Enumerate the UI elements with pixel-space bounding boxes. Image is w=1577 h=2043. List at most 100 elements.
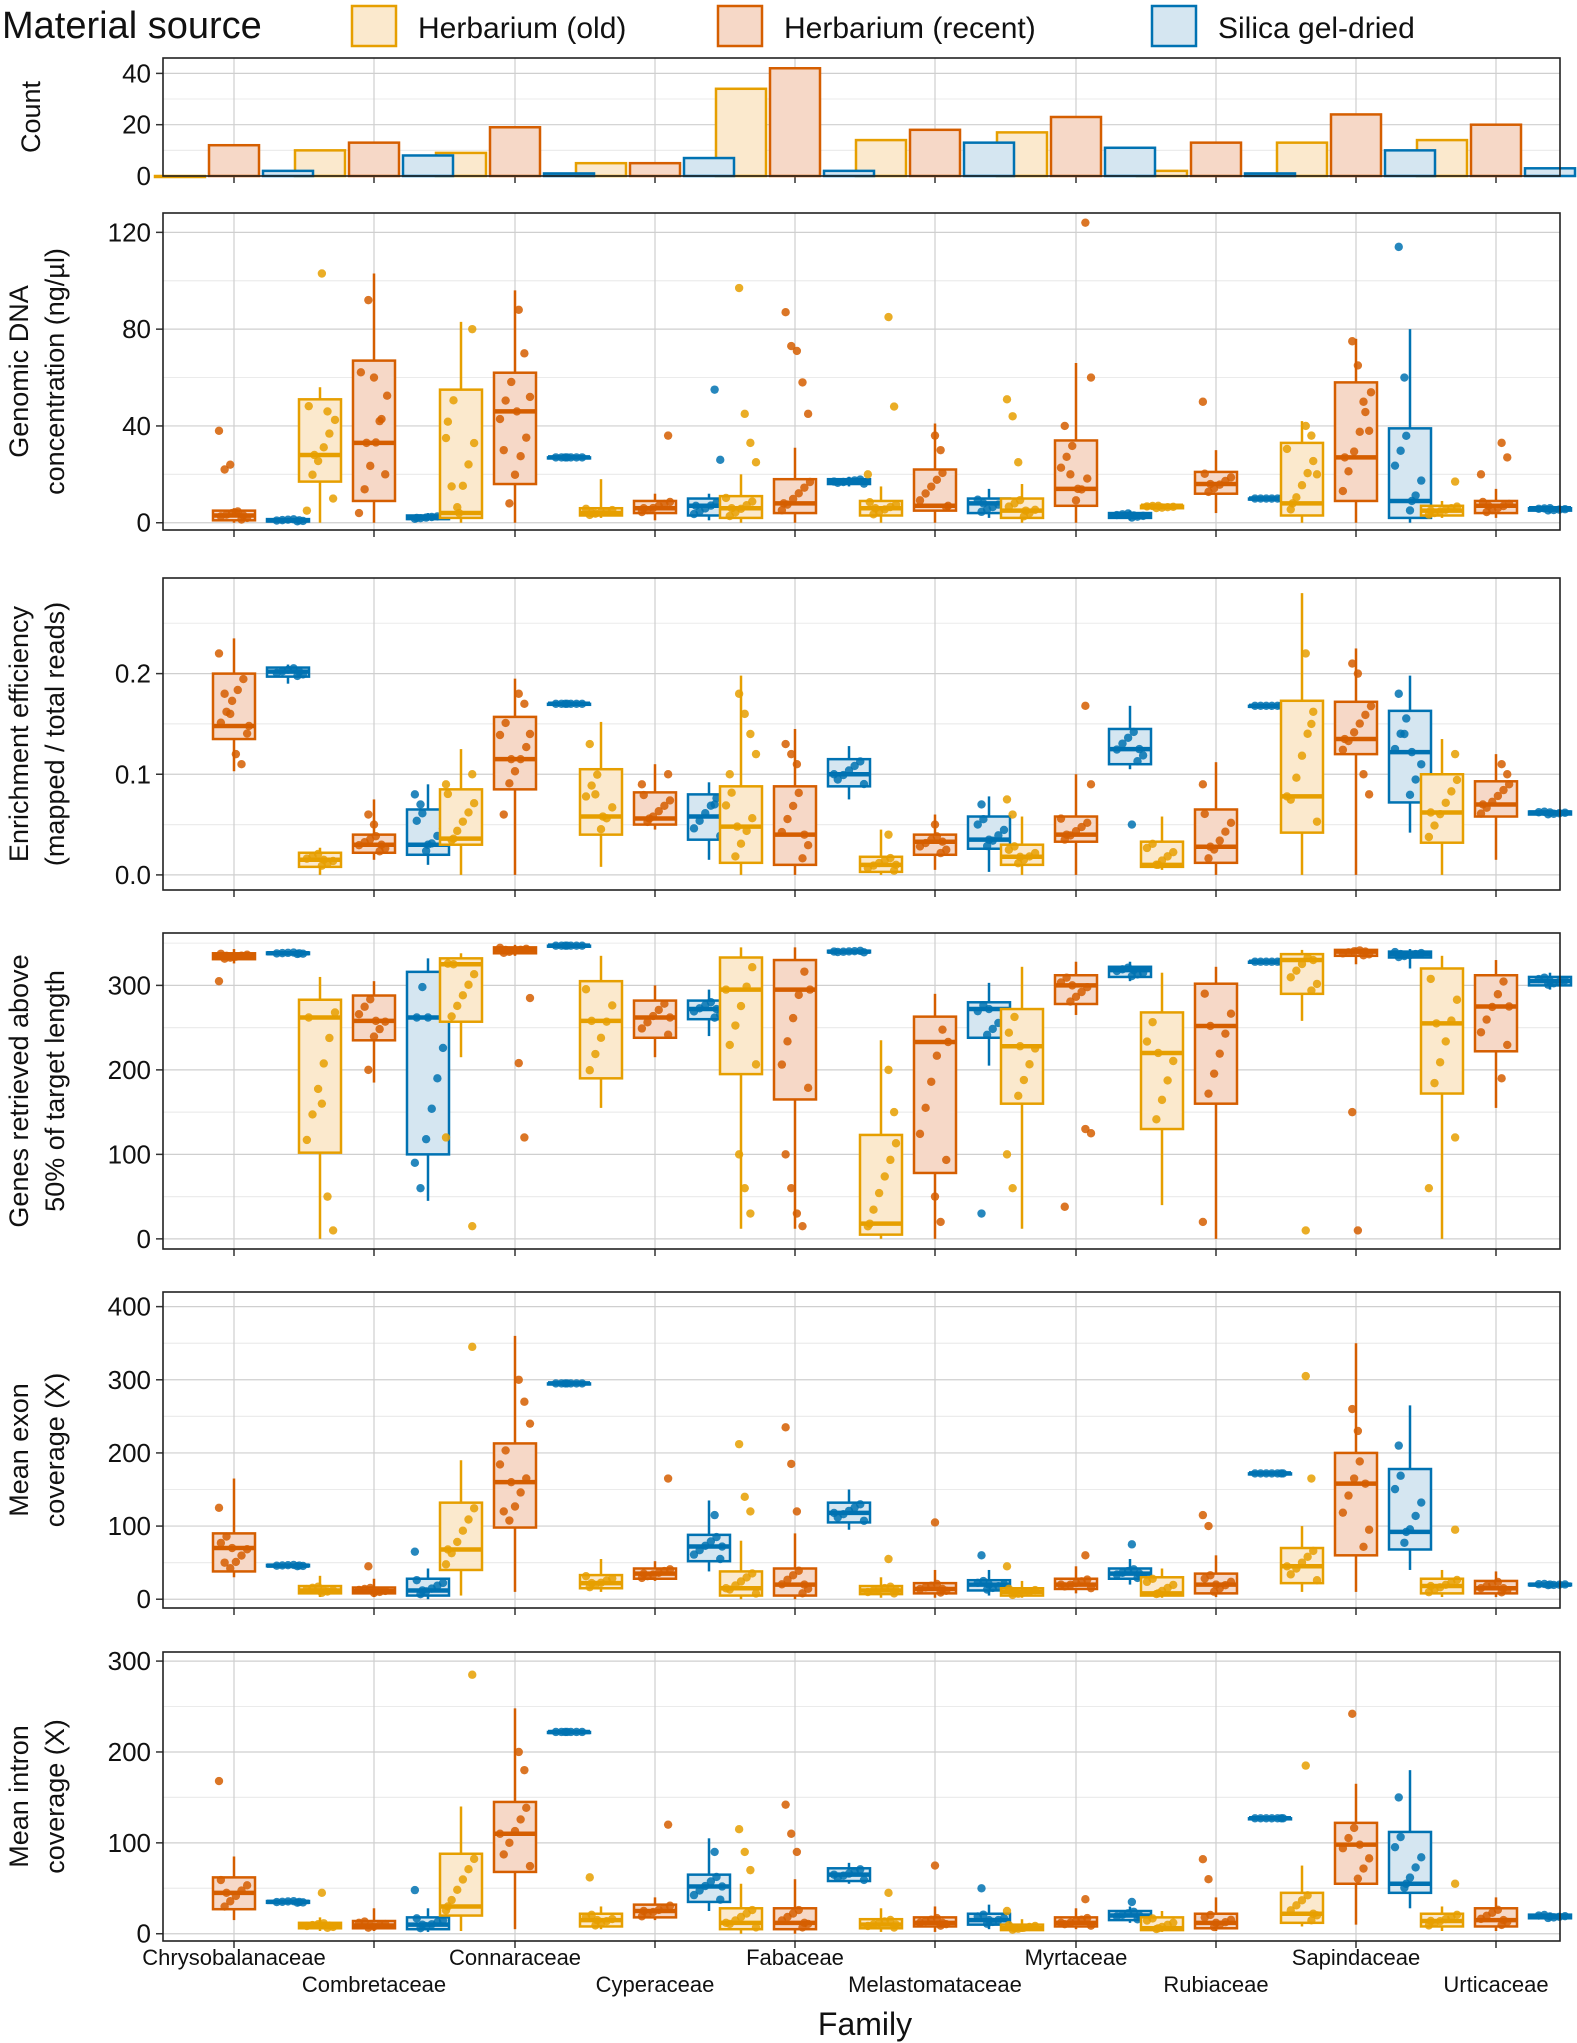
box-old bbox=[999, 966, 1045, 1229]
data-point bbox=[231, 749, 241, 759]
data-point bbox=[884, 1554, 893, 1564]
family-label: Sapindaceae bbox=[1292, 1945, 1420, 1970]
data-point bbox=[777, 1580, 787, 1589]
box-recent bbox=[772, 308, 818, 523]
data-point bbox=[746, 729, 755, 739]
box-old bbox=[1279, 1761, 1325, 1927]
data-point bbox=[501, 1446, 510, 1455]
data-point bbox=[516, 1488, 525, 1497]
data-point bbox=[514, 1375, 523, 1384]
data-point bbox=[1340, 453, 1349, 462]
data-point bbox=[1560, 808, 1570, 817]
data-point bbox=[522, 1474, 531, 1483]
data-point bbox=[1361, 947, 1370, 956]
data-point bbox=[663, 1030, 673, 1039]
data-point bbox=[319, 1059, 328, 1068]
data-point bbox=[1083, 818, 1092, 828]
data-point bbox=[1129, 511, 1138, 520]
box-recent bbox=[1053, 701, 1099, 875]
family-label: Melastomataceae bbox=[848, 1972, 1022, 1997]
data-point bbox=[977, 800, 986, 809]
data-point bbox=[1286, 1906, 1295, 1915]
box-old bbox=[858, 1554, 904, 1598]
data-point bbox=[302, 506, 312, 515]
box-recent bbox=[1053, 1551, 1099, 1594]
data-point bbox=[433, 1074, 442, 1083]
data-point bbox=[648, 1011, 658, 1021]
data-point bbox=[794, 1905, 803, 1915]
data-point bbox=[1353, 361, 1363, 370]
data-point bbox=[364, 1065, 373, 1075]
data-point bbox=[313, 1084, 323, 1094]
data-point bbox=[458, 481, 468, 491]
data-point bbox=[788, 1571, 798, 1580]
data-point bbox=[410, 790, 420, 799]
box-recent bbox=[211, 638, 257, 772]
data-point bbox=[525, 1861, 535, 1871]
data-point bbox=[689, 1890, 699, 1900]
box-silica bbox=[1107, 705, 1153, 829]
data-point bbox=[1493, 1905, 1503, 1914]
data-point bbox=[645, 814, 654, 823]
data-point bbox=[1396, 446, 1405, 455]
box-old bbox=[297, 269, 343, 523]
family-label: Connaraceae bbox=[449, 1945, 581, 1970]
data-point bbox=[602, 1017, 611, 1026]
data-point bbox=[416, 800, 425, 809]
data-point bbox=[1025, 1060, 1034, 1069]
data-point bbox=[608, 1001, 617, 1010]
box-old bbox=[1279, 421, 1325, 523]
data-point bbox=[1030, 1044, 1040, 1053]
data-point bbox=[1002, 795, 1012, 804]
data-point bbox=[742, 982, 751, 991]
data-point bbox=[689, 1550, 699, 1559]
data-point bbox=[522, 742, 531, 752]
data-point bbox=[514, 1058, 523, 1068]
data-point bbox=[1411, 1863, 1420, 1872]
data-point bbox=[464, 980, 473, 989]
data-point bbox=[654, 1005, 663, 1015]
data-point bbox=[464, 1515, 473, 1524]
data-point bbox=[748, 963, 757, 972]
data-point bbox=[1127, 1540, 1137, 1549]
data-point bbox=[1452, 775, 1462, 785]
data-point bbox=[1200, 989, 1209, 998]
data-point bbox=[794, 990, 803, 1000]
data-point bbox=[1545, 1580, 1555, 1589]
box-recent bbox=[492, 1335, 538, 1592]
data-point bbox=[1301, 1226, 1310, 1235]
data-point bbox=[1138, 511, 1148, 521]
data-point bbox=[525, 993, 535, 1003]
data-point bbox=[364, 295, 373, 305]
data-point bbox=[856, 757, 865, 766]
data-point bbox=[1030, 848, 1040, 858]
data-point bbox=[418, 1586, 427, 1595]
data-point bbox=[1297, 1896, 1307, 1905]
box-old bbox=[438, 321, 484, 523]
data-point bbox=[1226, 1915, 1236, 1924]
data-point bbox=[220, 465, 229, 474]
data-point bbox=[1056, 978, 1066, 987]
data-point bbox=[505, 1838, 514, 1847]
data-point bbox=[608, 803, 617, 812]
data-point bbox=[1086, 1921, 1096, 1930]
data-point bbox=[1353, 1874, 1363, 1883]
data-point bbox=[328, 1226, 338, 1235]
data-point bbox=[1312, 470, 1322, 479]
data-point bbox=[516, 1815, 525, 1824]
data-point bbox=[792, 346, 802, 356]
box-old bbox=[999, 1906, 1045, 1934]
data-point bbox=[427, 1104, 436, 1113]
data-point bbox=[973, 1006, 982, 1016]
box-silica bbox=[1247, 1814, 1293, 1823]
data-point bbox=[660, 999, 669, 1008]
data-point bbox=[1359, 397, 1368, 406]
y-tick-label: 300 bbox=[108, 970, 151, 1000]
data-point bbox=[1206, 842, 1215, 851]
box-iqr bbox=[1139, 1011, 1185, 1131]
data-point bbox=[1450, 1525, 1460, 1534]
data-point bbox=[242, 729, 252, 738]
data-point bbox=[1488, 1002, 1497, 1012]
data-point bbox=[317, 1888, 327, 1898]
data-point bbox=[464, 1865, 473, 1874]
